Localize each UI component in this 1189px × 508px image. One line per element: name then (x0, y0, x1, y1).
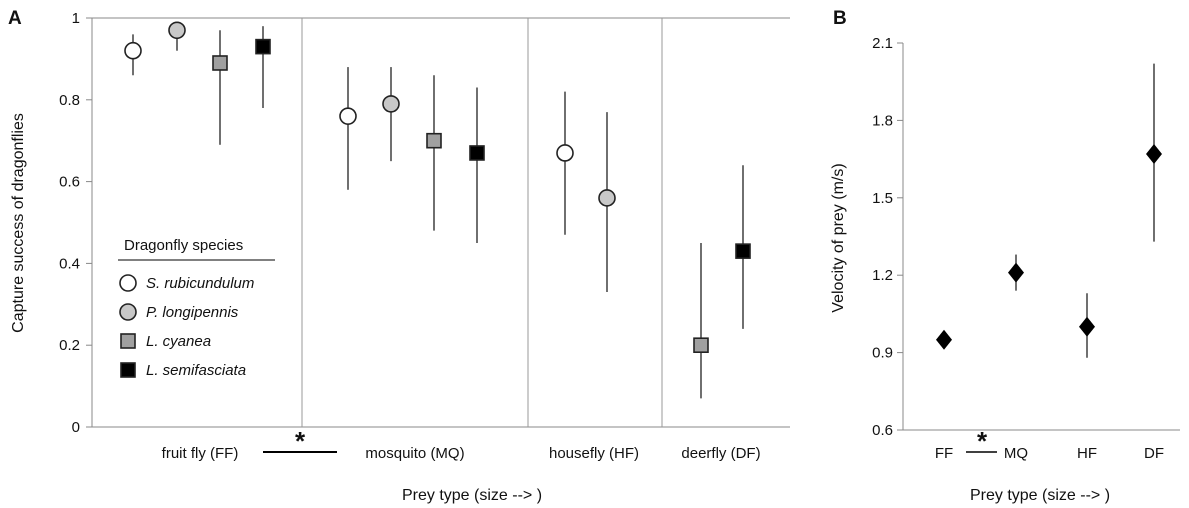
panel-a-x-axis-title: Prey type (size --> ) (402, 487, 542, 504)
y-tick-label: 0.6 (872, 422, 893, 439)
y-tick-label: 0.6 (59, 174, 80, 191)
data-point-circle (168, 21, 186, 40)
panel-letter-b: B (833, 8, 847, 29)
x-category-label: DF (1144, 445, 1164, 462)
data-point-circle (598, 189, 616, 207)
legend-marker-circle (119, 303, 137, 321)
data-point-diamond (1146, 143, 1162, 164)
y-tick-label: 0.4 (59, 255, 80, 272)
data-point-circle (124, 41, 142, 60)
x-category-label: housefly (HF) (549, 445, 639, 462)
data-point-square (693, 337, 709, 354)
panel-b-significance-star: * (977, 426, 988, 456)
legend-label: S. rubicundulum (146, 275, 254, 292)
data-point-circle (339, 107, 357, 125)
data-point-circle (556, 144, 574, 162)
y-tick-label: 1.2 (872, 267, 893, 284)
legend-marker-square (120, 362, 136, 378)
panel-b-x-axis-title: Prey type (size --> ) (970, 487, 1110, 504)
legend-marker-circle (119, 274, 137, 292)
x-category-label: MQ (1004, 445, 1028, 462)
x-category-label: mosquito (MQ) (365, 445, 464, 462)
data-point-square (735, 243, 751, 259)
legend-marker-square (120, 333, 136, 349)
legend-label: L. cyanea (146, 333, 211, 350)
x-category-label: fruit fly (FF) (162, 445, 239, 462)
y-tick-label: 0.2 (59, 337, 80, 354)
data-point-circle (382, 95, 400, 113)
y-tick-label: 1 (72, 10, 80, 27)
data-point-diamond (1079, 316, 1095, 337)
data-point-square (255, 38, 271, 55)
y-tick-label: 2.1 (872, 35, 893, 52)
data-point-square (469, 145, 485, 161)
y-tick-label: 1.5 (872, 190, 893, 207)
x-category-label: HF (1077, 445, 1097, 462)
x-category-label: deerfly (DF) (681, 445, 760, 462)
legend-label: P. longipennis (146, 304, 239, 321)
data-point-square (426, 132, 442, 149)
legend-label: L. semifasciata (146, 362, 246, 379)
panel-a-significance-star: * (295, 426, 306, 456)
panel-a-y-axis-title: Capture success of dragonflies (10, 113, 27, 333)
y-tick-label: 0 (72, 419, 80, 436)
y-tick-label: 0.8 (59, 92, 80, 109)
x-category-label: FF (935, 445, 953, 462)
y-tick-label: 1.8 (872, 112, 893, 129)
y-tick-label: 0.9 (872, 345, 893, 362)
data-point-diamond (1008, 262, 1024, 283)
panel-b-y-axis-title: Velocity of prey (m/s) (830, 163, 847, 312)
data-point-square (212, 55, 228, 71)
data-point-diamond (936, 329, 952, 350)
legend-title: Dragonfly species (124, 237, 243, 254)
panel-letter-a: A (8, 8, 22, 29)
